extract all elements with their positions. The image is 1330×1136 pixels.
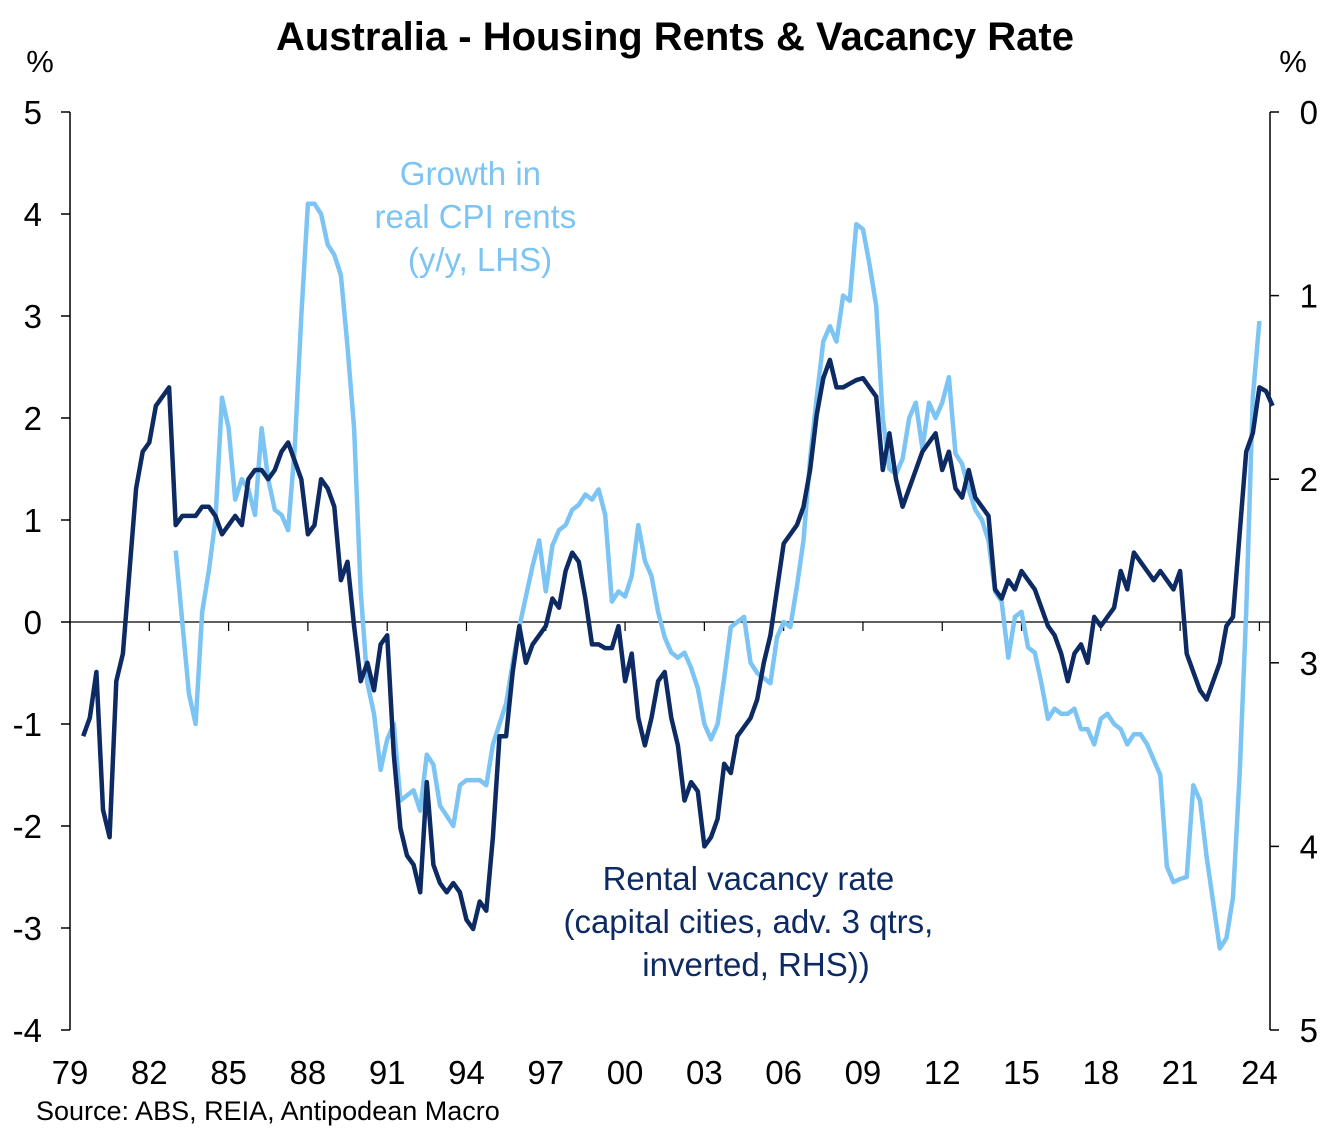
- series-label-vacancy: Rental vacancy rate (capital cities, adv…: [563, 860, 942, 983]
- x-tick-label: 79: [52, 1054, 89, 1091]
- x-tick-label: 94: [448, 1054, 485, 1091]
- left-tick-label: -1: [13, 706, 42, 743]
- series-line-rents: [173, 201, 1262, 951]
- x-tick-label: 03: [686, 1054, 723, 1091]
- series-line-vacancy: [81, 357, 1275, 932]
- right-tick-label: 0: [1300, 94, 1318, 131]
- x-tick-label: 82: [131, 1054, 168, 1091]
- right-axis: 0 1 2 3 4 5: [1269, 94, 1318, 1049]
- right-axis-ticks: 0 1 2 3 4 5: [1270, 94, 1318, 1049]
- series-label-vacancy-line-1: Rental vacancy rate: [603, 860, 895, 897]
- source-note: Source: ABS, REIA, Antipodean Macro: [36, 1096, 500, 1126]
- right-axis-unit: %: [1279, 44, 1307, 79]
- series-label-vacancy-line-3: inverted, RHS)): [642, 946, 869, 983]
- left-tick-label: 5: [24, 94, 42, 131]
- x-tick-label: 12: [924, 1054, 961, 1091]
- left-tick-label: 3: [24, 298, 42, 335]
- chart-title: Australia - Housing Rents & Vacancy Rate: [276, 15, 1074, 59]
- x-axis: 79 82 85 88 91 94 97 00 03 06 09 12 15 18 21 24: [52, 621, 1278, 1091]
- x-tick-label: 97: [527, 1054, 564, 1091]
- series-label-rents-line-2: real CPI rents: [375, 198, 577, 235]
- right-tick-label: 5: [1300, 1012, 1318, 1049]
- left-tick-label: -4: [13, 1012, 42, 1049]
- right-tick-label: 3: [1300, 645, 1318, 682]
- x-tick-label: 18: [1082, 1054, 1119, 1091]
- left-tick-label: 2: [24, 400, 42, 437]
- right-tick-label: 4: [1300, 828, 1318, 865]
- left-tick-label: 0: [24, 604, 42, 641]
- x-tick-label: 85: [210, 1054, 247, 1091]
- x-tick-label: 15: [1003, 1054, 1040, 1091]
- x-tick-label: 91: [369, 1054, 406, 1091]
- left-tick-label: -2: [13, 808, 42, 845]
- series-label-vacancy-line-2: (capital cities, adv. 3 qtrs,: [563, 903, 933, 940]
- left-tick-label: 1: [24, 502, 42, 539]
- series-label-rents-line-1: Growth in: [400, 155, 541, 192]
- series-label-rents-line-3: (y/y, LHS): [408, 241, 552, 278]
- x-tick-label: 06: [765, 1054, 802, 1091]
- x-tick-label: 00: [607, 1054, 644, 1091]
- right-tick-label: 1: [1300, 278, 1318, 315]
- series-label-rents: Growth in real CPI rents (y/y, LHS): [375, 155, 586, 278]
- x-tick-label: 21: [1162, 1054, 1199, 1091]
- left-axis: 5 4 3 2 1 0 -1 -2 -3 -4: [13, 94, 71, 1049]
- x-tick-label: 88: [290, 1054, 327, 1091]
- x-tick-label: 24: [1241, 1054, 1278, 1091]
- left-tick-label: 4: [24, 196, 42, 233]
- left-tick-label: -3: [13, 910, 42, 947]
- x-tick-label: 09: [845, 1054, 882, 1091]
- right-tick-label: 2: [1300, 461, 1318, 498]
- left-axis-ticks: 5 4 3 2 1 0 -1 -2 -3 -4: [13, 94, 70, 1049]
- left-axis-unit: %: [26, 44, 54, 79]
